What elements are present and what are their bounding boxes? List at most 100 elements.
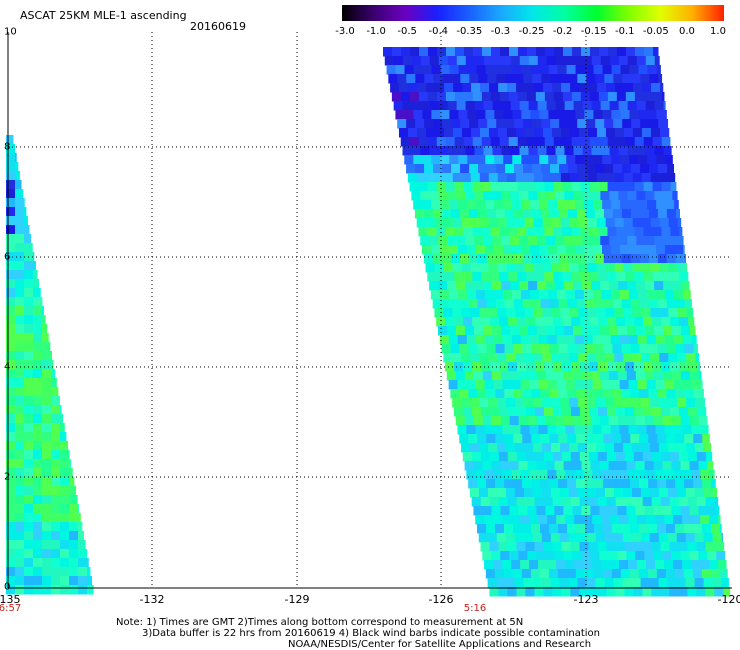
wind-cell <box>539 524 550 534</box>
wind-cell <box>508 92 519 102</box>
wind-cell <box>600 236 610 246</box>
wind-cell <box>670 317 680 327</box>
wind-cell <box>617 47 627 57</box>
wind-cell <box>617 416 628 426</box>
wind-cell <box>493 470 503 480</box>
wind-cell <box>679 317 689 327</box>
wind-cell <box>454 362 464 372</box>
wind-cell <box>497 173 508 183</box>
wind-cell <box>439 335 450 345</box>
wind-cell <box>673 335 684 345</box>
wind-cell <box>461 218 472 228</box>
wind-cell <box>624 452 635 462</box>
wind-cell <box>528 146 539 156</box>
wind-cell <box>668 263 679 273</box>
wind-cell <box>525 407 536 417</box>
wind-cell <box>578 443 588 453</box>
wind-cell <box>538 425 548 435</box>
wind-cell <box>467 65 478 75</box>
wind-cell <box>634 362 644 372</box>
wind-cell <box>569 218 580 228</box>
wind-cell <box>615 587 625 597</box>
wind-cell <box>518 47 528 57</box>
wind-cell <box>616 227 626 237</box>
wind-cell <box>520 380 531 390</box>
wind-cell <box>453 407 464 417</box>
wind-cell <box>689 416 700 426</box>
wind-cell <box>617 371 628 381</box>
wind-cell <box>496 578 507 588</box>
wind-cell <box>24 585 34 595</box>
wind-cell <box>33 495 43 505</box>
wind-cell <box>42 306 44 316</box>
wind-cell <box>60 405 62 415</box>
wind-cell <box>565 380 576 390</box>
wind-cell <box>497 443 507 453</box>
wind-cell <box>465 101 476 111</box>
wind-cell <box>598 92 609 102</box>
wind-cell <box>680 416 691 426</box>
wind-cell <box>671 326 682 336</box>
wind-cell <box>15 261 25 271</box>
wind-cell <box>644 47 654 57</box>
wind-cell <box>525 83 535 93</box>
wind-cell <box>630 344 641 354</box>
wind-cell <box>500 506 510 516</box>
wind-cell <box>624 587 634 597</box>
wind-cell <box>673 470 683 480</box>
wind-cell <box>425 128 436 138</box>
wind-cell <box>657 209 668 219</box>
wind-cell <box>413 65 424 75</box>
wind-cell <box>599 506 609 516</box>
wind-cell <box>6 585 16 595</box>
wind-cell <box>702 479 712 489</box>
wind-cell <box>575 524 586 534</box>
wind-cell <box>15 270 25 280</box>
wind-cell <box>484 425 494 435</box>
wind-cell <box>660 407 671 417</box>
wind-cell <box>664 380 675 390</box>
wind-cell <box>619 335 630 345</box>
wind-cell <box>639 479 649 489</box>
wind-cell <box>676 488 687 498</box>
wind-cell <box>33 324 43 334</box>
wind-cell <box>459 299 470 309</box>
wind-cell <box>695 443 705 453</box>
wind-cell <box>556 380 567 390</box>
wind-cell <box>601 335 612 345</box>
wind-cell <box>434 263 445 273</box>
wind-cell <box>526 227 536 237</box>
wind-cell <box>635 371 646 381</box>
wind-cell <box>604 488 615 498</box>
wind-cell <box>656 110 666 120</box>
wind-cell <box>441 344 452 354</box>
wind-cell <box>87 585 94 595</box>
wind-cell <box>470 173 481 183</box>
wind-cell <box>651 587 661 597</box>
wind-cell <box>587 263 598 273</box>
wind-cell <box>614 398 624 408</box>
wind-cell <box>608 416 619 426</box>
wind-cell <box>475 335 486 345</box>
wind-cell <box>563 47 573 57</box>
wind-cell <box>536 371 547 381</box>
wind-cell <box>383 47 393 57</box>
wind-cell <box>591 56 602 66</box>
wind-cell <box>605 218 616 228</box>
wind-cell <box>407 173 418 183</box>
wind-cell <box>546 146 557 156</box>
wind-cell <box>491 461 502 471</box>
wind-cell <box>602 110 612 120</box>
wind-cell <box>60 441 68 451</box>
wind-cell <box>436 182 447 192</box>
wind-cell <box>465 191 475 201</box>
wind-cell <box>621 344 632 354</box>
wind-cell <box>702 434 710 444</box>
wind-cell <box>531 209 542 219</box>
wind-cell <box>447 101 458 111</box>
wind-cell <box>24 504 34 514</box>
wind-cell <box>546 191 556 201</box>
wind-cell <box>568 488 579 498</box>
wind-cell <box>537 281 547 291</box>
wind-cell <box>461 443 471 453</box>
